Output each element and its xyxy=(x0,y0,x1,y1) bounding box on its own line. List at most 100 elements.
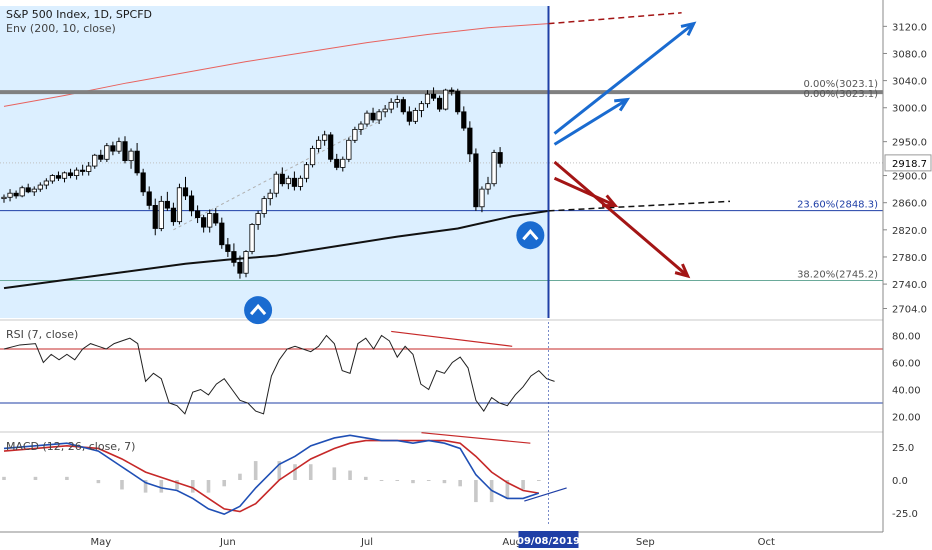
macd-hist-bar xyxy=(505,480,510,499)
indicator-label: Env (200, 10, close) xyxy=(6,22,116,35)
candle-body xyxy=(412,110,419,122)
macd-hist-bar xyxy=(206,480,211,493)
candle-body xyxy=(25,187,31,193)
rsi-line xyxy=(3,334,555,415)
cursor-date-label: 09/08/2019 xyxy=(517,536,580,547)
candle-body xyxy=(346,139,352,160)
macd-hist-bar xyxy=(175,480,179,490)
candle-body xyxy=(194,210,201,219)
sma200-line xyxy=(3,209,549,290)
macd-hist-bar xyxy=(442,480,447,484)
candle-body xyxy=(491,152,497,185)
rsi-tick-label: 20.00 xyxy=(892,413,921,424)
x-tick-label: Jul xyxy=(360,537,373,548)
macd-bull-line xyxy=(524,487,567,502)
macd-title: MACD (12, 26, close, 7) xyxy=(6,440,136,453)
candle-body xyxy=(188,195,195,212)
candle-body xyxy=(473,153,479,208)
candle-body xyxy=(388,101,394,110)
candle-body xyxy=(328,134,334,160)
macd-hist-bar xyxy=(363,476,368,480)
macd-divergence-line xyxy=(421,432,531,444)
y-tick-label: 3120.0 xyxy=(892,22,927,33)
candle-body xyxy=(67,172,74,176)
bull-arrow-long xyxy=(553,22,695,135)
envelope-projection xyxy=(548,12,682,25)
candle-body xyxy=(279,173,285,185)
rsi-title: RSI (7, close) xyxy=(6,328,79,341)
candle-body xyxy=(315,139,322,149)
bear-arrow-long xyxy=(553,160,689,278)
candle-body xyxy=(104,145,110,160)
macd-signal-line xyxy=(3,439,539,513)
candle-body xyxy=(128,150,134,162)
macd-hist-bar xyxy=(332,467,337,480)
candle-body xyxy=(352,129,358,141)
candle-body xyxy=(436,97,443,110)
y-tick-label: 3000.0 xyxy=(892,104,927,115)
candle-body xyxy=(309,148,316,166)
candle-body xyxy=(370,112,376,121)
candle-body xyxy=(430,93,437,99)
x-tick-label: Oct xyxy=(758,537,775,548)
y-tick-label: 2900.0 xyxy=(892,172,927,183)
candle-body xyxy=(418,103,425,111)
candle-body xyxy=(182,187,189,197)
candle-body xyxy=(61,172,68,179)
macd-hist-bar xyxy=(96,480,101,484)
last-price-tag xyxy=(884,154,932,172)
y-tick-label: 2704.0 xyxy=(892,305,927,316)
candle-body xyxy=(340,158,346,168)
macd-hist-bar xyxy=(537,480,541,481)
macd-hist-bar xyxy=(65,476,69,480)
candle-body xyxy=(364,112,370,125)
chevron-up-icon xyxy=(249,303,267,316)
candle-body xyxy=(19,187,25,197)
candle-body xyxy=(225,244,231,252)
macd-hist-bar xyxy=(395,480,400,481)
candle-body xyxy=(479,188,485,208)
candle-body xyxy=(152,205,158,229)
bull-arrow-short-head xyxy=(614,97,631,112)
candle-body xyxy=(1,196,7,200)
bear-arrow-long-head xyxy=(674,263,691,279)
candle-body xyxy=(237,261,243,274)
macd-hist-bar xyxy=(190,480,195,493)
bull-arrow-short xyxy=(553,98,628,146)
candle-body xyxy=(249,223,255,252)
candle-body xyxy=(243,251,249,274)
candle-body xyxy=(134,150,140,174)
candle-body xyxy=(201,217,207,228)
envelope-upper-line xyxy=(3,23,549,107)
macd-tick-label: 0.0 xyxy=(892,476,908,487)
macd-hist-bar xyxy=(277,461,282,480)
candle-body xyxy=(213,213,219,224)
candle-body xyxy=(80,169,86,172)
candle-body xyxy=(98,154,104,160)
signal-badge xyxy=(244,296,273,325)
candle-body xyxy=(443,89,449,110)
candle-body xyxy=(146,191,152,206)
macd-hist-bar xyxy=(120,480,124,490)
candle-body xyxy=(13,192,19,197)
candle-body xyxy=(467,127,473,155)
macd-hist-bar xyxy=(308,464,313,480)
candle-body xyxy=(31,188,37,193)
macd-hist-bar xyxy=(238,473,242,480)
sma-projection xyxy=(548,200,731,212)
chevron-up-icon xyxy=(522,228,539,241)
candle-body xyxy=(122,141,128,162)
macd-hist-bar xyxy=(474,480,478,503)
candle-body xyxy=(285,177,291,185)
last-price-label: 2918.7 xyxy=(892,159,927,170)
candle-body xyxy=(170,207,176,223)
macd-hist-bar xyxy=(253,461,258,480)
macd-hist-bar xyxy=(293,464,297,480)
macd-hist-bar xyxy=(458,480,462,487)
candle-body xyxy=(140,172,146,193)
candle-body xyxy=(231,251,237,263)
y-tick-label: 2860.0 xyxy=(892,199,927,210)
candle-body xyxy=(303,164,310,179)
candle-body xyxy=(49,175,56,182)
